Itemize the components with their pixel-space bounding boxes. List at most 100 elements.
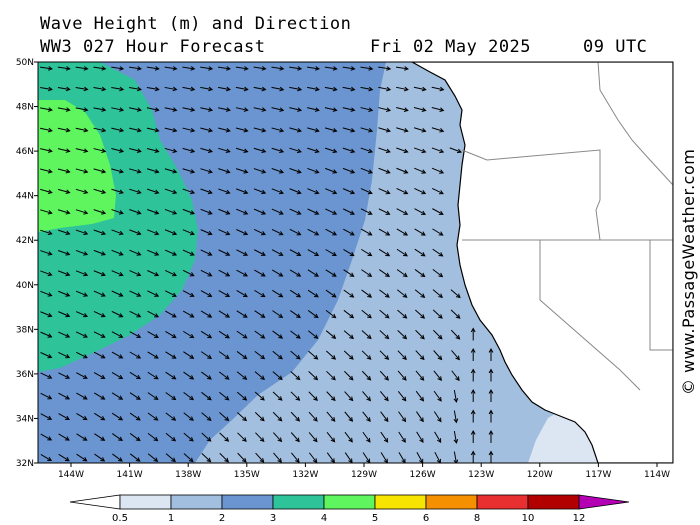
wave-arrow: [147, 249, 160, 256]
wave-arrow: [326, 370, 336, 381]
wave-arrow: [165, 310, 177, 318]
wave-arrow: [76, 372, 88, 379]
wave-arrow: [218, 107, 231, 112]
wave-arrow: [307, 86, 320, 92]
wave-arrow: [93, 66, 107, 71]
legend-label: 2: [219, 513, 225, 524]
wave-arrow: [236, 330, 248, 339]
wave-arrow: [147, 371, 159, 380]
wave-arrow: [360, 107, 374, 112]
wave-arrow: [39, 66, 53, 71]
wave-arrow: [272, 371, 283, 381]
wave-arrow: [200, 310, 213, 318]
wave-arrow: [111, 310, 124, 318]
wave-arrow: [129, 148, 142, 153]
longitude-label: 144W: [58, 470, 84, 480]
wave-arrow: [289, 127, 302, 133]
wave-arrow: [93, 249, 106, 256]
wave-arrow: [147, 392, 159, 400]
wave-arrow: [324, 107, 338, 112]
wave-arrow: [57, 66, 71, 71]
wave-arrow: [325, 249, 337, 257]
wave-arrow: [219, 391, 230, 401]
wave-arrow: [271, 249, 284, 256]
wave-arrow: [254, 310, 266, 318]
wave-arrow: [58, 453, 70, 462]
wave-arrow: [271, 107, 285, 112]
wave-arrow: [182, 86, 196, 92]
latitude-label: 38N: [16, 325, 34, 335]
wave-arrow: [93, 148, 107, 153]
wave-arrow: [40, 372, 53, 379]
wave-arrow: [360, 228, 373, 236]
wave-arrow: [308, 391, 318, 402]
wave-arrow: [40, 413, 53, 420]
wave-arrow: [272, 411, 283, 422]
wave-arrow: [76, 433, 88, 441]
land-mass: [410, 62, 673, 463]
wave-arrow: [200, 351, 213, 359]
wave-arrow: [183, 330, 195, 339]
wave-arrow: [342, 188, 356, 195]
wave-arrow: [111, 372, 124, 380]
wave-arrow: [378, 167, 391, 174]
wave-arrow: [326, 350, 337, 360]
legend-swatch: [119, 494, 172, 510]
wave-arrow: [129, 371, 142, 380]
wave-arrow: [291, 452, 300, 463]
wave-arrow: [488, 450, 494, 463]
wave-arrow: [360, 147, 374, 154]
wave-arrow: [307, 289, 319, 298]
wave-arrow: [40, 168, 53, 174]
wave-arrow: [361, 289, 373, 298]
wave-arrow: [325, 208, 338, 215]
wave-arrow: [290, 411, 301, 422]
wave-arrow: [415, 390, 425, 402]
wave-arrow: [378, 248, 391, 257]
wave-arrow: [255, 432, 265, 443]
wave-arrow: [235, 66, 249, 71]
wave-arrow: [75, 311, 89, 318]
wave-arrow: [451, 370, 460, 382]
wave-arrow: [253, 188, 267, 195]
legend-swatch: [374, 494, 427, 510]
wave-arrow: [488, 368, 494, 382]
wave-arrow: [290, 330, 301, 339]
map-frame: [37, 61, 674, 464]
wave-arrow: [40, 331, 53, 338]
wave-arrow: [94, 433, 106, 441]
wave-arrow: [129, 229, 142, 236]
wave-arrow: [236, 249, 249, 256]
wave-arrow: [254, 269, 266, 277]
wave-arrow: [413, 127, 427, 133]
wave-arrow: [218, 229, 231, 236]
wave-arrow: [396, 188, 409, 195]
wave-arrow: [146, 168, 160, 174]
wave-arrow: [201, 371, 212, 380]
wave-arrow: [236, 351, 248, 360]
wave-arrow: [146, 127, 160, 133]
wave-direction-arrows: [39, 66, 494, 463]
wave-arrow: [289, 188, 302, 195]
wave-arrow: [289, 269, 302, 277]
wave-arrow: [255, 452, 265, 463]
wave-arrow: [414, 187, 427, 195]
latitude-label: 34N: [16, 414, 34, 424]
wave-arrow: [342, 107, 356, 112]
wave-arrow: [324, 66, 338, 71]
wave-arrow: [290, 371, 301, 381]
wave-arrow: [164, 86, 178, 92]
wave-arrow: [147, 290, 160, 297]
legend-swatch: [272, 494, 325, 510]
wave-arrow: [342, 66, 356, 71]
wave-arrow: [470, 450, 476, 463]
wave-arrow: [164, 66, 178, 71]
wave-arrow: [75, 168, 89, 174]
wave-arrow: [237, 432, 247, 442]
wave-arrow: [342, 208, 355, 215]
wave-arrow: [307, 330, 319, 339]
wave-arrow: [111, 290, 124, 297]
wave-arrow: [380, 411, 389, 423]
wave-arrow: [342, 127, 356, 133]
wave-arrow: [433, 350, 443, 361]
